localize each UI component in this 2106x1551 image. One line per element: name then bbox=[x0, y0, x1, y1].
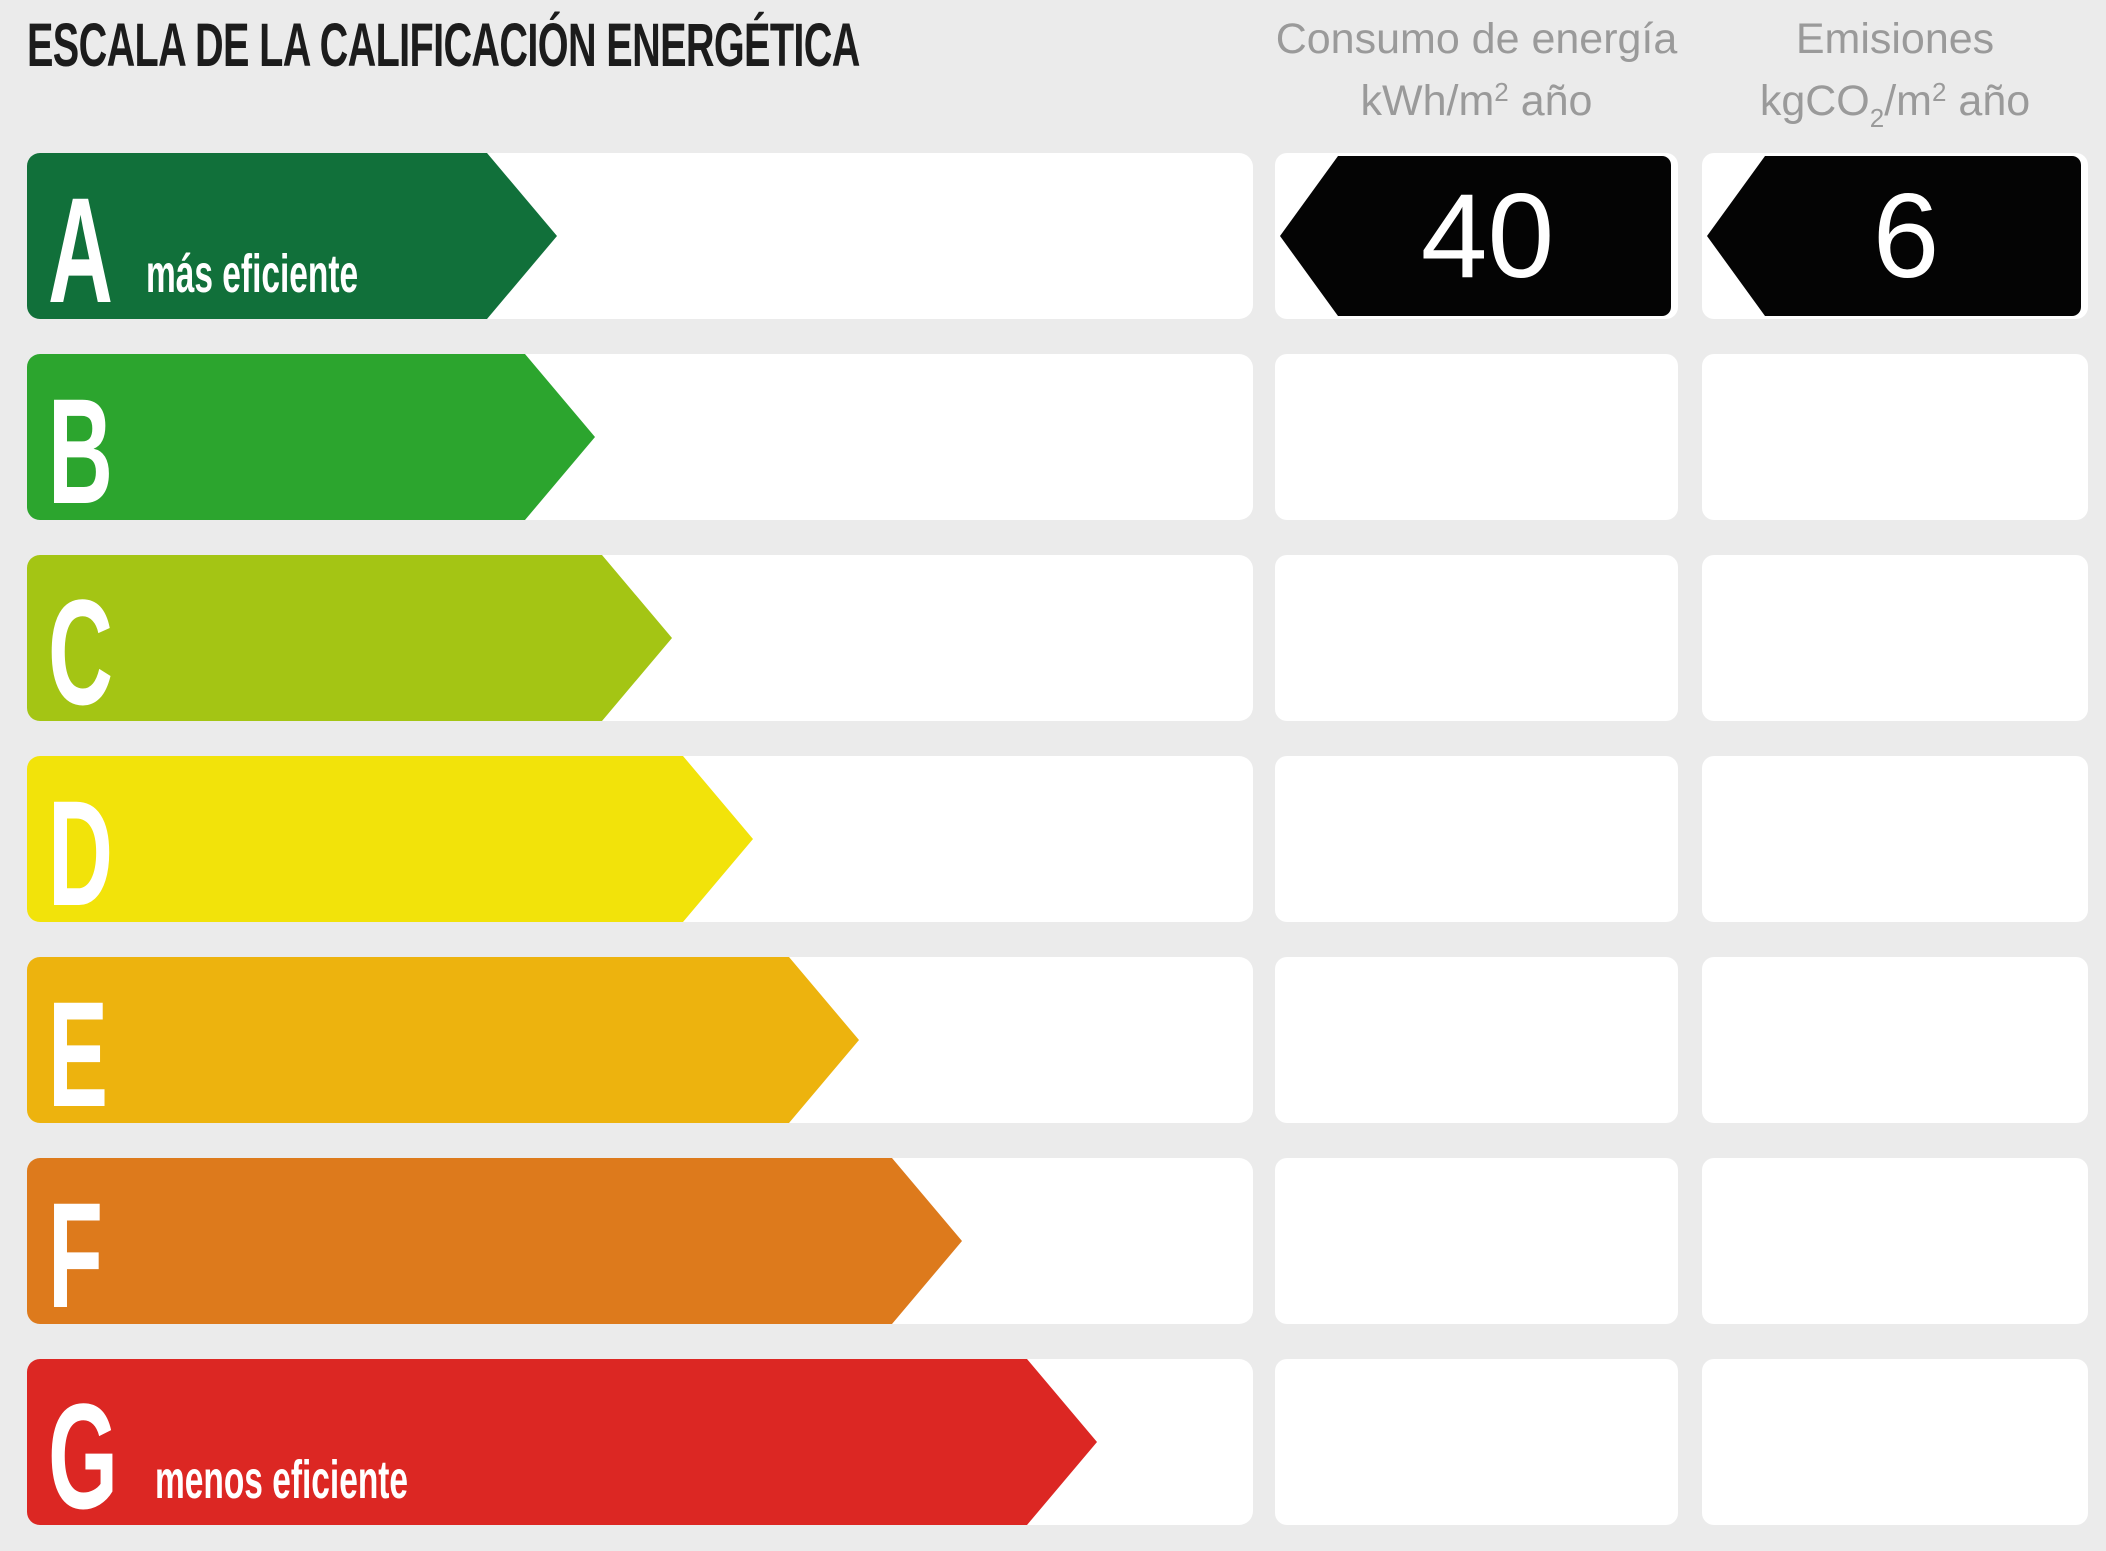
rating-label-b: B bbox=[48, 376, 146, 526]
efficiency-annotation-least: menos eficiente bbox=[154, 1450, 408, 1510]
rating-arrow-b bbox=[27, 354, 595, 520]
consumption-value-box-a: 40 bbox=[1275, 153, 1678, 319]
rating-label-a: A más eficiente bbox=[48, 175, 489, 325]
rating-label-c: C bbox=[48, 577, 146, 727]
consumption-value-box-b bbox=[1275, 354, 1678, 520]
rating-arrow-e bbox=[27, 957, 859, 1123]
rating-letter-e: E bbox=[48, 970, 109, 1138]
emissions-value-box-c bbox=[1702, 555, 2088, 721]
efficiency-annotation-most: más eficiente bbox=[146, 244, 359, 304]
rating-letter-c: C bbox=[48, 568, 113, 736]
rating-letter-f: F bbox=[48, 1171, 103, 1339]
rating-label-d: D bbox=[48, 778, 146, 928]
rating-row-c: C bbox=[0, 555, 2106, 727]
emissions-column-header: Emisiones kgCO2/m2 año bbox=[1702, 8, 2088, 138]
emissions-value-box-b bbox=[1702, 354, 2088, 520]
consumption-column-header: Consumo de energía kWh/m2 año bbox=[1275, 8, 1678, 133]
rating-row-f: F bbox=[0, 1158, 2106, 1330]
rating-letter-a: A bbox=[48, 166, 113, 334]
consumption-value-box-d bbox=[1275, 756, 1678, 922]
emissions-value-box-f bbox=[1702, 1158, 2088, 1324]
emissions-value-box-d bbox=[1702, 756, 2088, 922]
rating-row-g: G menos eficiente bbox=[0, 1359, 2106, 1531]
rating-label-f: F bbox=[48, 1180, 130, 1330]
emissions-value-box-e bbox=[1702, 957, 2088, 1123]
rating-arrow-a bbox=[27, 153, 557, 319]
emissions-value-box-g bbox=[1702, 1359, 2088, 1525]
consumption-value-box-e bbox=[1275, 957, 1678, 1123]
rating-label-g: G menos eficiente bbox=[48, 1381, 563, 1531]
page-title: ESCALA DE LA CALIFICACIÓN ENERGÉTICA bbox=[27, 10, 1308, 80]
rating-arrow-g bbox=[27, 1359, 1097, 1525]
consumption-value-box-c bbox=[1275, 555, 1678, 721]
rating-letter-g: G bbox=[48, 1372, 119, 1540]
consumption-header-units: kWh/m2 año bbox=[1360, 77, 1593, 126]
rating-letter-b: B bbox=[48, 367, 113, 535]
rating-letter-d: D bbox=[48, 769, 113, 937]
rating-arrow-f bbox=[27, 1158, 962, 1324]
emissions-header-units: kgCO2/m2 año bbox=[1759, 77, 2031, 134]
consumption-value-box-f bbox=[1275, 1158, 1678, 1324]
rating-row-d: D bbox=[0, 756, 2106, 928]
emissions-value: 6 bbox=[1872, 169, 1940, 303]
consumption-value-box-g bbox=[1275, 1359, 1678, 1525]
consumption-header-line1: Consumo de energía bbox=[1275, 15, 1678, 63]
consumption-value: 40 bbox=[1420, 169, 1555, 303]
rating-row-e: E bbox=[0, 957, 2106, 1129]
rating-label-e: E bbox=[48, 979, 138, 1129]
rating-arrow-d bbox=[27, 756, 753, 922]
rating-arrow-c bbox=[27, 555, 672, 721]
consumption-value-arrow: 40 bbox=[1280, 156, 1671, 316]
emissions-header-line1: Emisiones bbox=[1795, 15, 1995, 63]
emissions-value-arrow: 6 bbox=[1707, 156, 2081, 316]
rating-row-b: B bbox=[0, 354, 2106, 526]
emissions-value-box-a: 6 bbox=[1702, 153, 2088, 319]
page-title-text: ESCALA DE LA CALIFICACIÓN ENERGÉTICA bbox=[27, 11, 860, 79]
rating-row-a: A más eficiente 40 6 bbox=[0, 153, 2106, 325]
